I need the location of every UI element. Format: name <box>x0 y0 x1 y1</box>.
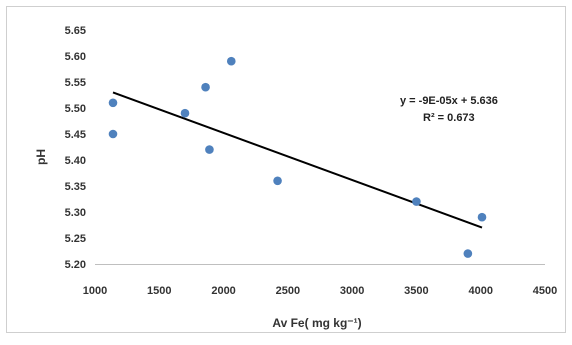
y-tick-label: 5.20 <box>65 259 86 271</box>
data-point <box>205 145 214 154</box>
y-axis-ticks: 5.20 5.25 5.30 5.35 5.40 5.45 5.50 5.55 5.60 5.65 <box>65 25 86 271</box>
x-tick-label: 2000 <box>211 285 235 297</box>
data-point <box>412 197 421 206</box>
y-tick-label: 5.60 <box>65 51 86 63</box>
x-tick-label: 4000 <box>468 285 492 297</box>
x-tick-label: 4500 <box>533 285 557 297</box>
data-point <box>463 249 473 258</box>
data-points <box>108 56 487 258</box>
linear-trendline <box>112 91 483 229</box>
y-tick-label: 5.50 <box>65 103 86 115</box>
y-tick-label: 5.35 <box>65 181 86 193</box>
x-axis-ticks: 1000 1500 2000 2500 3000 3500 4000 4500 <box>83 285 557 297</box>
x-tick-label: 2500 <box>276 285 300 297</box>
x-tick-label: 3000 <box>340 285 364 297</box>
y-tick-label: 5.45 <box>65 129 86 141</box>
data-point <box>273 176 282 186</box>
data-point <box>477 212 487 222</box>
data-point <box>201 82 210 92</box>
x-tick-label: 1000 <box>83 285 107 297</box>
x-axis-title: Av Fe( mg kg⁻¹) <box>272 316 361 330</box>
data-point <box>226 56 236 66</box>
y-axis-title: pH <box>34 149 48 165</box>
y-tick-label: 5.65 <box>65 25 86 37</box>
y-tick-label: 5.40 <box>65 155 86 167</box>
chart-frame <box>6 6 566 333</box>
r-squared-label: R² = 0.673 <box>423 112 475 124</box>
y-tick-label: 5.55 <box>65 77 86 89</box>
x-tick-label: 3500 <box>404 285 428 297</box>
trendline-equation: y = -9E-05x + 5.636 <box>400 95 498 107</box>
y-tick-label: 5.25 <box>65 233 86 245</box>
data-point <box>108 129 118 139</box>
data-point <box>108 98 118 108</box>
y-tick-label: 5.30 <box>65 207 86 219</box>
x-tick-label: 1500 <box>147 285 171 297</box>
data-point <box>180 108 190 118</box>
